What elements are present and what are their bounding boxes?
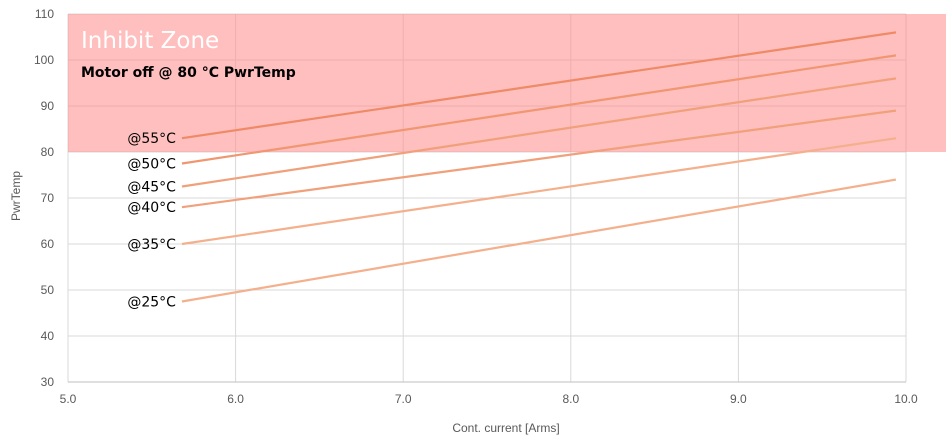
inhibit-zone-subtitle: Motor off @ 80 °C PwrTemp [81,65,296,81]
y-tick-label: 40 [41,329,55,343]
x-tick-label: 10.0 [894,392,918,406]
y-tick-label: 70 [41,191,55,205]
series-line [181,137,897,246]
series-line [181,54,897,165]
series-labels: @55°C @50°C @45°C @40°C @35°C @25°C [127,131,176,310]
y-axis-title: PwrTemp [9,171,23,221]
y-tick-label: 90 [41,99,55,113]
series-label: @25°C [127,295,176,311]
series-label: @40°C [127,200,176,216]
y-tick-label: 50 [41,283,55,297]
y-tick-label: 60 [41,237,55,251]
y-axis-ticks: 30 40 50 60 70 80 90 100 110 [34,7,54,389]
y-tick-label: 30 [41,375,55,389]
y-tick-label: 80 [41,145,55,159]
inhibit-zone-title: Inhibit Zone [81,28,219,54]
series-label: @45°C [127,180,176,196]
series-lines [181,31,897,303]
x-axis-title: Cont. current [Arms] [452,421,559,435]
inhibit-zone [68,14,946,152]
x-tick-label: 7.0 [395,392,412,406]
series-label: @55°C [127,131,176,147]
series-line [181,31,897,140]
series-line [181,178,897,303]
x-axis-ticks: 5.0 6.0 7.0 8.0 9.0 10.0 [60,392,918,406]
series-line [181,77,897,188]
series-label: @35°C [127,237,176,253]
y-tick-label: 110 [35,7,54,21]
x-tick-label: 9.0 [730,392,747,406]
x-tick-label: 8.0 [562,392,579,406]
x-tick-label: 6.0 [227,392,244,406]
x-tick-label: 5.0 [60,392,77,406]
y-tick-label: 100 [34,53,54,67]
series-line [181,109,897,209]
series-label: @50°C [127,157,176,173]
